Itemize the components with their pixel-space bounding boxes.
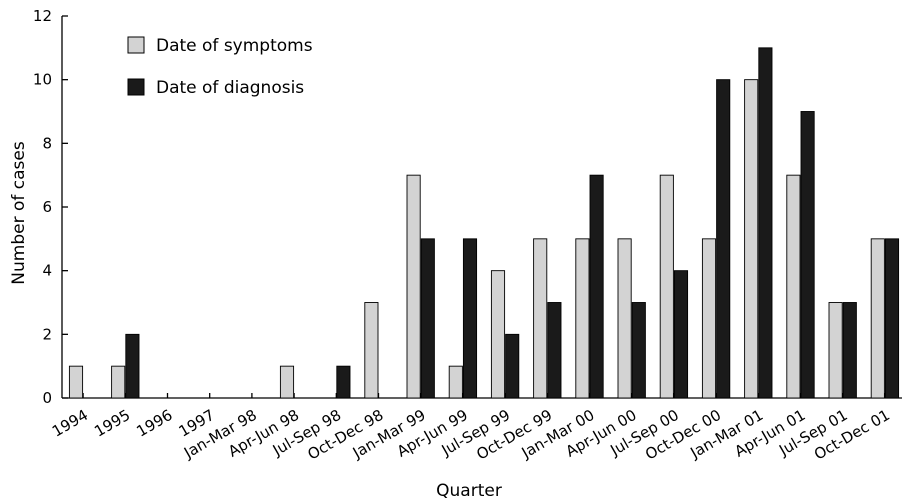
bar-symptoms [744, 79, 759, 399]
legend-swatch-diagnosis [127, 78, 145, 96]
y-axis: 0 2 4 6 8 10 12 [33, 7, 68, 407]
bar-symptoms [575, 238, 590, 399]
bar-diagnosis [716, 79, 731, 399]
bar-diagnosis [800, 111, 815, 399]
bar-symptoms [448, 365, 463, 399]
y-tick-label: 8 [42, 134, 52, 152]
bar-symptoms [68, 365, 84, 399]
bar-symptoms [364, 302, 379, 399]
y-axis-title: Number of cases [9, 141, 29, 285]
x-tick-label: 1994 [49, 406, 91, 441]
bar-diagnosis [125, 333, 140, 399]
legend-swatch-symptoms [127, 36, 145, 54]
bar-symptoms [279, 365, 295, 399]
bar-diagnosis [673, 270, 689, 399]
y-tick-label: 2 [42, 325, 52, 343]
bar-diagnosis [631, 302, 646, 399]
bar-diagnosis [589, 174, 604, 399]
x-axis-title: Quarter [436, 481, 502, 501]
x-tick-label: 1995 [91, 406, 133, 441]
bar-symptoms [828, 302, 843, 399]
bar-symptoms [659, 174, 674, 399]
y-tick-label: 6 [42, 198, 52, 216]
bar-diagnosis [505, 333, 520, 399]
bar-symptoms [617, 238, 632, 399]
bar-symptoms [111, 365, 126, 399]
bar-symptoms [870, 238, 885, 399]
bar-diagnosis [758, 47, 773, 399]
y-tick-label: 0 [42, 389, 52, 407]
y-tick-label: 12 [33, 7, 52, 25]
bar-diagnosis [420, 238, 435, 399]
bar-symptoms [701, 238, 717, 399]
y-tick-label: 10 [33, 71, 52, 89]
bar-diagnosis [884, 238, 900, 399]
legend-label-symptoms: Date of symptoms [156, 36, 313, 56]
bar-diagnosis [462, 238, 478, 399]
bars [68, 47, 900, 399]
x-tick-label: 1996 [133, 406, 175, 441]
bar-diagnosis [842, 302, 857, 399]
bar-symptoms [406, 174, 421, 399]
legend: Date of symptoms Date of diagnosis [127, 36, 313, 98]
bar-diagnosis [547, 302, 562, 399]
bar-symptoms [490, 270, 506, 399]
y-tick-label: 4 [42, 262, 52, 280]
bar-symptoms [786, 174, 801, 399]
legend-label-diagnosis: Date of diagnosis [156, 78, 304, 98]
bar-diagnosis [336, 365, 351, 399]
bar-symptoms [533, 238, 548, 399]
